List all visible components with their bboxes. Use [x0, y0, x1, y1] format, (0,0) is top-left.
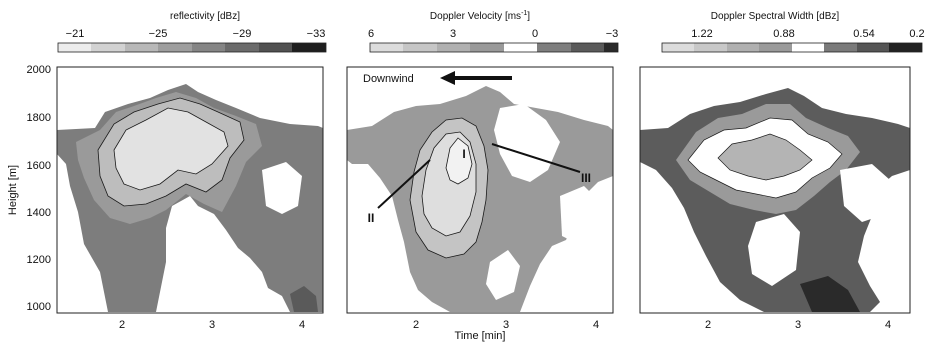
x-tick: 4	[299, 319, 305, 331]
colorbar-tick: 6	[368, 28, 374, 40]
downwind-arrow	[440, 71, 512, 85]
x-tick: 2	[119, 319, 125, 331]
colorbar-seg	[792, 43, 824, 52]
colorbar-seg	[58, 43, 91, 52]
x-ticks: 2 3 4	[119, 319, 305, 331]
colorbar-tick: 0.88	[773, 28, 794, 40]
contour-level-4	[114, 108, 228, 190]
colorbar-seg	[470, 43, 504, 52]
colorbar-seg	[125, 43, 158, 52]
y-axis-label: Height [m]	[7, 165, 19, 215]
colorbar-tick: −3	[606, 28, 619, 40]
x-tick: 3	[503, 319, 509, 331]
colorbar-tick: −33	[307, 28, 326, 40]
colorbar-seg	[857, 43, 889, 52]
colorbar-seg	[91, 43, 125, 52]
colorbar-seg	[292, 43, 326, 52]
colorbar-seg	[604, 43, 618, 52]
panel-frame	[346, 66, 614, 314]
x-tick: 4	[885, 319, 891, 331]
contour-outline	[687, 117, 843, 199]
y-tick-1600: 1600	[27, 160, 51, 172]
panel-spectral-width: Doppler Spectral Width [dBz] 1.22 0.88 0…	[639, 11, 925, 331]
x-tick: 3	[795, 319, 801, 331]
colorbar-tick: 0.54	[853, 28, 874, 40]
region-label-II: II	[368, 211, 375, 225]
colorbar-seg	[824, 43, 857, 52]
contour-level-4	[446, 138, 472, 184]
colorbar-tick: 3	[450, 28, 456, 40]
contour-outline	[409, 117, 489, 259]
y-tick-labels: 2000 1800 1600 1400 1200 1000	[27, 64, 51, 313]
x-tick: 2	[705, 319, 711, 331]
colorbar-label-reflectivity: reflectivity [dBz]	[170, 11, 240, 22]
panel-frame	[56, 66, 324, 314]
region-label-I: I	[462, 147, 465, 161]
colorbar-seg	[158, 43, 192, 52]
x-tick: 2	[413, 319, 419, 331]
y-tick-2000: 2000	[27, 64, 51, 76]
pointer-line-II	[377, 159, 431, 209]
colorbar-seg	[192, 43, 225, 52]
colorbar-spectral-width	[661, 42, 923, 53]
colorbar-seg	[504, 43, 537, 52]
colorbar-seg	[437, 43, 470, 52]
pointer-line-III	[491, 143, 581, 173]
y-tick-1000: 1000	[27, 301, 51, 313]
x-tick: 4	[593, 319, 599, 331]
colorbar-seg	[537, 43, 571, 52]
x-ticks: 2 3 4	[413, 319, 599, 331]
x-tick: 3	[209, 319, 215, 331]
heatmap-spectral-width	[640, 67, 910, 313]
colorbar-velocity	[369, 42, 619, 53]
heatmap-reflectivity	[57, 67, 323, 313]
heatmap-velocity	[347, 67, 613, 313]
colorbar-seg	[694, 43, 727, 52]
colorbar-label-spectral-width: Doppler Spectral Width [dBz]	[711, 11, 840, 22]
colorbar-seg	[370, 43, 403, 52]
colorbar-tick: 0	[532, 28, 538, 40]
colorbar-tick: 1.22	[691, 28, 712, 40]
colorbar-seg	[571, 43, 604, 52]
contour-level-4	[718, 134, 812, 180]
panel-frame	[639, 66, 911, 314]
colorbar-reflectivity	[57, 42, 327, 53]
colorbar-tick: −25	[149, 28, 168, 40]
panel-doppler-velocity: Doppler Velocity [ms-1] 6 3 0 −3	[346, 10, 619, 331]
y-tick-1200: 1200	[27, 254, 51, 266]
colorbar-label-velocity: Doppler Velocity [ms-1]	[430, 10, 530, 22]
colorbar-seg	[662, 43, 694, 52]
colorbar-seg	[759, 43, 792, 52]
colorbar-seg	[225, 43, 259, 52]
y-tick-1800: 1800	[27, 112, 51, 124]
colorbar-seg	[889, 43, 922, 52]
y-tick-1400: 1400	[27, 207, 51, 219]
colorbar-seg	[727, 43, 759, 52]
contour-outline	[97, 97, 245, 207]
colorbar-tick: 0.2	[909, 28, 924, 40]
panel-reflectivity: reflectivity [dBz] −21 −25 −29 −33	[56, 11, 327, 331]
x-ticks: 2 3 4	[705, 319, 891, 331]
colorbar-tick: −21	[66, 28, 85, 40]
colorbar-tick: −29	[233, 28, 252, 40]
region-label-III: III	[581, 171, 591, 185]
x-axis-label: Time [min]	[455, 330, 506, 342]
colorbar-seg	[259, 43, 292, 52]
colorbar-seg	[403, 43, 437, 52]
downwind-label: Downwind	[363, 73, 414, 85]
